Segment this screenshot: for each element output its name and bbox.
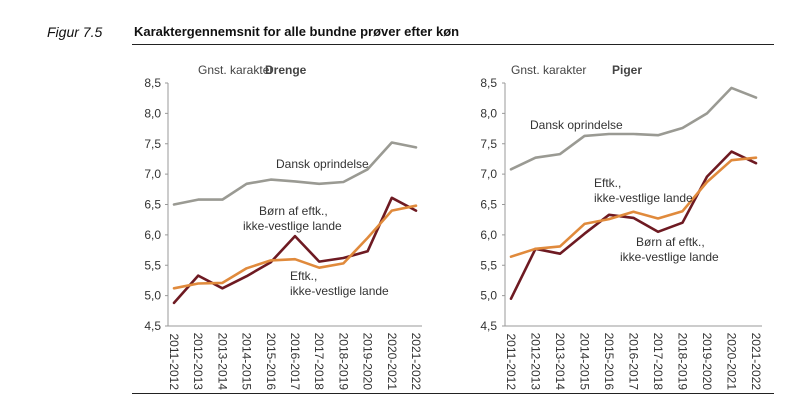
piger-y-tick-label: 8,0 — [480, 106, 497, 120]
piger-x-tick-label: 2016-2017 — [627, 333, 641, 391]
piger-x-tick-label: 2015-2016 — [602, 333, 616, 391]
piger-y-tick-label: 5,5 — [480, 258, 497, 272]
drenge-y-tick-label: 5,5 — [144, 258, 161, 272]
drenge-x-tick-label: 2021-2022 — [409, 333, 423, 391]
drenge-annotation-2: ikke-vestlige lande — [243, 219, 342, 233]
piger-y-tick-label: 5,0 — [480, 289, 497, 303]
piger-x-tick-label: 2020-2021 — [725, 333, 739, 391]
drenge-x-tick-label: 2020-2021 — [385, 333, 399, 391]
piger-y-tick-label: 7,0 — [480, 167, 497, 181]
drenge-x-tick-label: 2011-2012 — [167, 334, 181, 391]
bottom-rule — [132, 393, 774, 394]
drenge-x-tick-label: 2015-2016 — [264, 333, 278, 391]
piger-x-tick-label: 2019-2020 — [700, 333, 714, 391]
piger-annotation-2: Eftk., — [594, 176, 621, 190]
piger-y-tick-label: 4,5 — [480, 319, 497, 333]
piger-annotation-1: Dansk oprindelse — [530, 118, 623, 132]
drenge-dansk-oprindelse-line — [172, 141, 418, 206]
figure-label: Figur 7.5 — [47, 24, 103, 40]
piger-ylabel: Gnst. karakter — [511, 63, 586, 77]
drenge-annotation-1: Dansk oprindelse — [276, 157, 369, 171]
drenge-y-tick-label: 6,0 — [144, 228, 161, 242]
piger-x-tick-label: 2017-2018 — [651, 333, 665, 391]
piger-y-tick-label: 6,0 — [480, 228, 497, 242]
piger-boern-af-eftk-line — [509, 150, 758, 301]
drenge-y-tick-label: 4,5 — [144, 319, 161, 333]
piger-annotation-3: ikke-vestlige lande — [620, 250, 719, 264]
drenge-y-tick-label: 8,5 — [144, 76, 161, 90]
drenge-ylabel: Gnst. karakter — [198, 63, 273, 77]
piger-annotation-2: ikke-vestlige lande — [594, 191, 693, 205]
drenge-eftk-line — [172, 204, 418, 290]
piger-eftk-line — [509, 156, 758, 259]
drenge-annotation-3: ikke-vestlige lande — [290, 284, 389, 298]
piger-x-tick-label: 2011-2012 — [504, 334, 518, 391]
top-rule — [132, 44, 774, 45]
piger-x-tick-label: 2014-2015 — [578, 333, 592, 391]
figure-title: Karaktergennemsnit for alle bundne prøve… — [134, 24, 460, 39]
piger-y-tick-label: 8,5 — [480, 76, 497, 90]
drenge-panel-title: Drenge — [265, 63, 307, 77]
piger-x-tick-label: 2013-2014 — [553, 333, 567, 391]
drenge-annotation-2: Børn af eftk., — [259, 204, 328, 218]
piger-dansk-oprindelse-line — [509, 86, 758, 171]
piger-panel-title: Piger — [612, 63, 642, 77]
piger-x-tick-label: 2018-2019 — [676, 333, 690, 391]
drenge-y-tick-label: 5,0 — [144, 289, 161, 303]
piger-y-tick-label: 7,5 — [480, 137, 497, 151]
piger-x-tick-label: 2012-2013 — [529, 333, 543, 391]
drenge-annotation-3: Eftk., — [290, 269, 317, 283]
piger-x-tick-label: 2021-2022 — [749, 333, 763, 391]
piger-y-tick-label: 6,5 — [480, 198, 497, 212]
drenge-x-tick-label: 2019-2020 — [361, 333, 375, 391]
drenge-x-tick-label: 2012-2013 — [191, 333, 205, 391]
drenge-y-tick-label: 8,0 — [144, 106, 161, 120]
drenge-x-tick-label: 2016-2017 — [288, 333, 302, 391]
piger-annotation-3: Børn af eftk., — [636, 235, 705, 249]
drenge-y-tick-label: 7,0 — [144, 167, 161, 181]
drenge-x-tick-label: 2014-2015 — [240, 333, 254, 391]
drenge-y-tick-label: 7,5 — [144, 137, 161, 151]
drenge-x-tick-label: 2013-2014 — [215, 333, 229, 391]
drenge-x-tick-label: 2017-2018 — [312, 333, 326, 391]
drenge-x-tick-label: 2018-2019 — [336, 333, 350, 391]
drenge-y-tick-label: 6,5 — [144, 198, 161, 212]
